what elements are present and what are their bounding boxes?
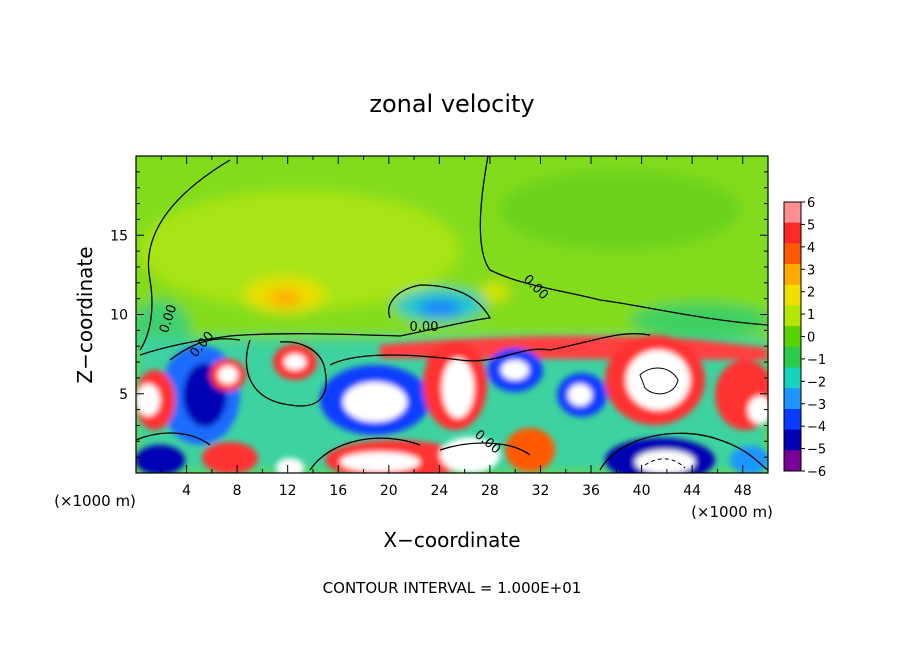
- y-axis: 5 10 15: [110, 171, 768, 458]
- plot-area: 0.00 0.00 0.00 0.00 0.00: [136, 156, 768, 473]
- x-tick-label: 8: [233, 483, 242, 499]
- colorbar-tick-label: 3: [807, 263, 815, 278]
- contour-interval-note: CONTOUR INTERVAL = 1.000E+01: [323, 579, 582, 597]
- colorbar-tick-label: 0: [807, 331, 815, 346]
- colorbar-tick-label: −5: [807, 443, 826, 458]
- colorbar-swatch: [784, 326, 801, 348]
- x-tick-label: 28: [481, 483, 499, 499]
- colorbar-tick-label: 4: [807, 241, 815, 256]
- x-tick-label: 48: [734, 483, 752, 499]
- y-axis-label: Z−coordinate: [73, 246, 97, 383]
- colorbar-tick-label: 1: [807, 308, 815, 323]
- x-tick-label: 20: [380, 483, 398, 499]
- colorbar: 6 5 4 3 2 1 0 −1 −2 −3 −4 −5 −6: [783, 196, 826, 480]
- colorbar-tick-label: −2: [807, 375, 826, 390]
- colorbar-swatch: [784, 284, 801, 306]
- colorbar-tick-label: −1: [807, 353, 826, 368]
- x-tick-label: 24: [430, 483, 448, 499]
- colorbar-swatch: [784, 346, 801, 369]
- colorbar-swatch: [784, 264, 801, 286]
- colorbar-swatch: [784, 388, 801, 410]
- y-tick-label: 5: [119, 387, 128, 403]
- x-tick-label: 32: [532, 483, 550, 499]
- x-axis: 4 8 12 16 20 24 28 32 36 40 44 48: [160, 156, 752, 499]
- colorbar-swatch: [784, 202, 801, 224]
- colorbar-tick-label: −4: [807, 420, 826, 435]
- x-axis-unit-right: (×1000 m): [691, 503, 773, 521]
- y-tick-label: 10: [110, 308, 128, 324]
- colorbar-swatch: [784, 367, 801, 389]
- colorbar-tick-label: 5: [807, 218, 815, 233]
- colorbar-swatch: [784, 429, 801, 451]
- zero-contours: [136, 156, 768, 471]
- x-tick-label: 12: [279, 483, 297, 499]
- colorbar-tick-label: −3: [807, 398, 826, 413]
- colorbar-swatch: [784, 243, 801, 265]
- colorbar-tick-label: −6: [807, 465, 826, 480]
- contour-label: 0.00: [410, 320, 439, 335]
- x-tick-label: 16: [329, 483, 347, 499]
- colorbar-swatch: [784, 408, 801, 431]
- colorbar-tick-label: 6: [807, 196, 815, 211]
- y-tick-label: 15: [110, 228, 128, 244]
- colorbar-tick-label: 2: [807, 286, 815, 301]
- colorbar-swatch: [784, 222, 801, 244]
- x-tick-label: 40: [633, 483, 651, 499]
- x-tick-label: 44: [683, 483, 701, 499]
- x-tick-label: 4: [182, 483, 191, 499]
- x-axis-unit-left: (×1000 m): [54, 492, 136, 510]
- x-tick-label: 36: [582, 483, 600, 499]
- colorbar-swatch: [784, 305, 801, 327]
- colorbar-swatch: [784, 450, 801, 472]
- x-axis-label: X−coordinate: [383, 528, 520, 552]
- chart-title: zonal velocity: [369, 90, 534, 118]
